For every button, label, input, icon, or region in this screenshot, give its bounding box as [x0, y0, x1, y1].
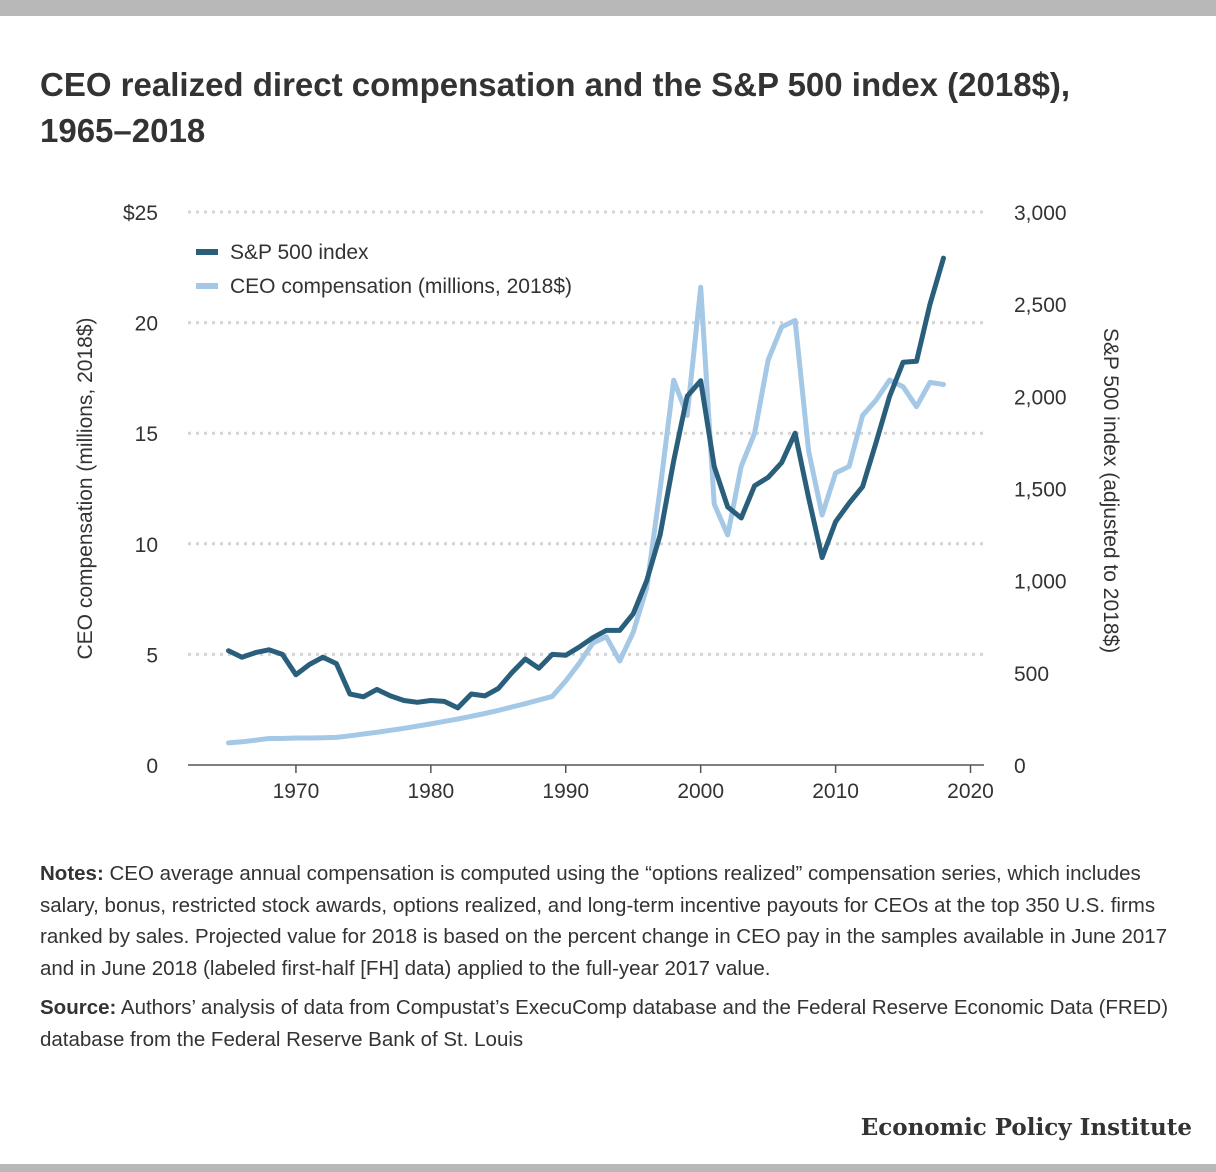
x-tick-label: 2010: [812, 780, 859, 803]
x-tick-label: 2020: [947, 780, 994, 803]
legend: S&P 500 index CEO compensation (millions,…: [196, 241, 572, 298]
y2-tick-label: 1,000: [1014, 571, 1067, 594]
y-tick-label: 5: [146, 644, 158, 667]
legend-label: S&P 500 index: [230, 241, 369, 264]
bottom-border: [0, 1164, 1216, 1172]
y-tick-label: 0: [146, 755, 158, 778]
chart-title: CEO realized direct compensation and the…: [40, 66, 1071, 149]
notes-section: Notes: CEO average annual compensation i…: [40, 858, 1175, 1063]
y-tick-label: $25: [123, 202, 158, 225]
series-lines: [226, 255, 946, 746]
y-tick-label: 10: [135, 534, 158, 557]
ceo-compensation-line: [226, 284, 946, 746]
publisher-logo: Economic Policy Institute: [860, 1114, 1192, 1141]
x-tick-label: 1970: [273, 780, 320, 803]
y-tick-label: 15: [135, 423, 158, 446]
y2-tick-label: 1,500: [1014, 479, 1067, 502]
axes: 0 5 10 15 20 $25 0 500 1,000 1,500 2,000 2,500 3,000…: [74, 202, 1122, 803]
notes-text: CEO average annual compensation is compu…: [40, 862, 1168, 980]
y-axis-title: CEO compensation (millions, 2018$): [74, 318, 97, 660]
y2-tick-label: 3,000: [1014, 202, 1067, 225]
notes-label: Notes:: [40, 862, 104, 885]
x-tick-label: 2000: [677, 780, 724, 803]
top-border: [0, 0, 1216, 16]
y2-tick-label: 500: [1014, 663, 1049, 686]
x-tick-label: 1980: [407, 780, 454, 803]
source-label: Source:: [40, 996, 117, 1019]
y-tick-label: 20: [135, 313, 158, 336]
line-chart: 0 5 10 15 20 $25 0 500 1,000 1,500 2,000 2,500 3,000…: [74, 202, 1122, 803]
y2-tick-label: 2,500: [1014, 294, 1067, 317]
notes-paragraph: Notes: CEO average annual compensation i…: [40, 858, 1175, 984]
y2-axis-title: S&P 500 index (adjusted to 2018$): [1099, 328, 1122, 653]
source-text: Authors’ analysis of data from Compustat…: [40, 996, 1169, 1051]
source-paragraph: Source: Authors’ analysis of data from C…: [40, 992, 1175, 1055]
y2-tick-label: 2,000: [1014, 386, 1067, 409]
y2-tick-label: 0: [1014, 755, 1026, 778]
x-tick-label: 1990: [542, 780, 589, 803]
legend-label: CEO compensation (millions, 2018$): [230, 275, 572, 298]
sp500-line: [226, 255, 946, 711]
